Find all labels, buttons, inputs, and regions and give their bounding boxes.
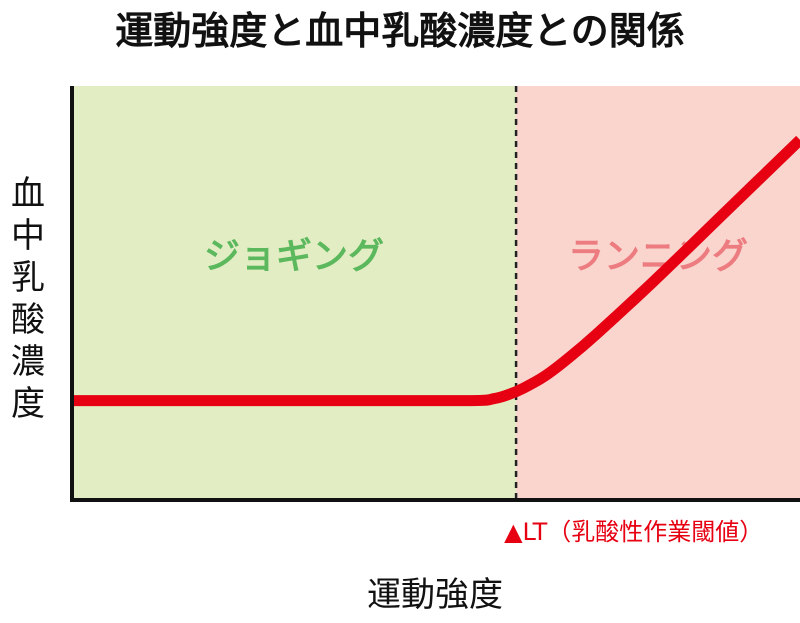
region-0: [72, 86, 517, 500]
region-1: [516, 86, 800, 500]
threshold-layer: ▲LT（乳酸性作業閾値）: [504, 86, 763, 546]
y-axis-label: 血中乳酸濃度: [11, 174, 45, 424]
series-line-0: [72, 135, 800, 407]
y-axis-label-text: 血中乳酸濃度: [11, 174, 45, 424]
chart-title: 運動強度と血中乳酸濃度との関係: [115, 9, 685, 53]
x-axis-label: 運動強度: [367, 575, 503, 615]
series-layer: [72, 135, 800, 407]
threshold-label: ▲LT（乳酸性作業閾値）: [504, 518, 763, 546]
regions-layer: ジョギング ランニング: [72, 86, 800, 500]
region-label-0: ジョギング: [204, 236, 384, 277]
